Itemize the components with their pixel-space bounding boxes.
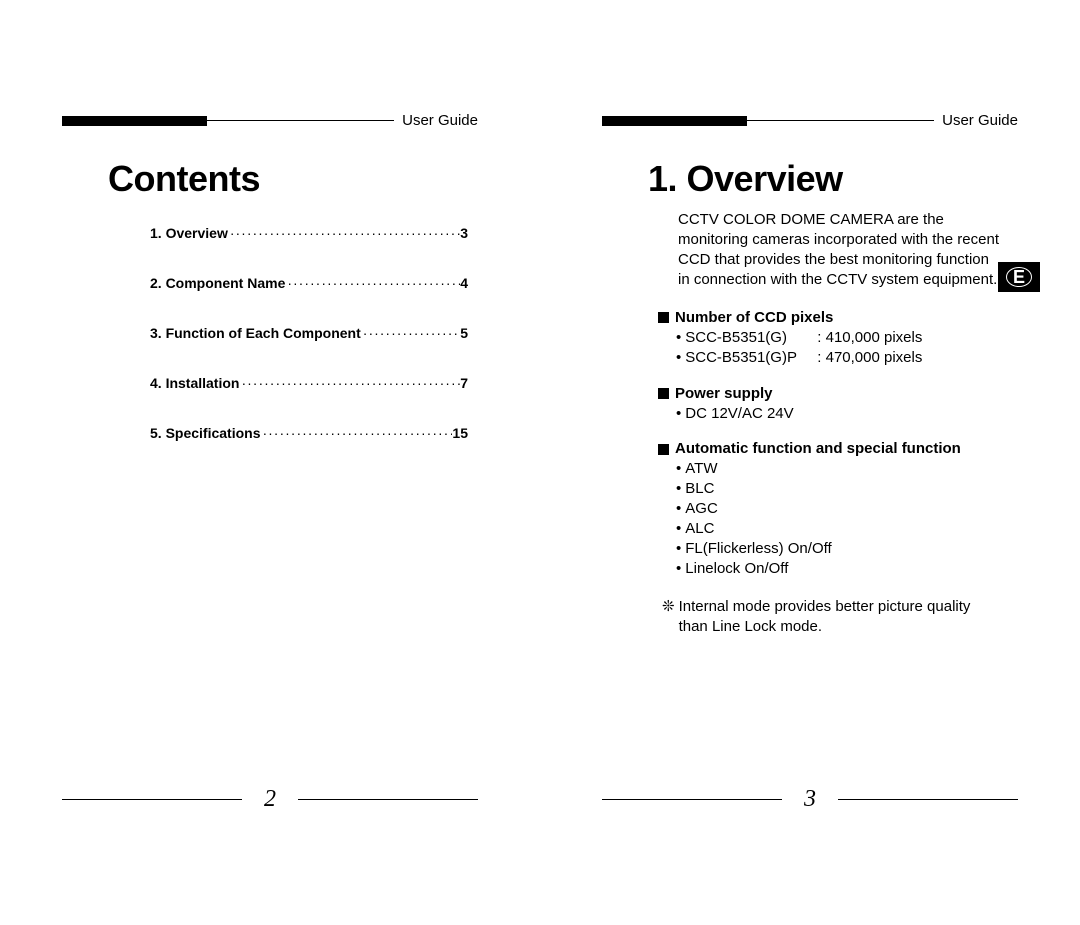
- spec-heading-text: Power supply: [675, 384, 773, 404]
- spec-item-label: SCC-B5351(G): [685, 328, 813, 348]
- note: ❊ Internal mode provides better picture …: [662, 597, 1002, 637]
- spec-section: Power supply • DC 12V/AC 24V: [658, 384, 1002, 424]
- square-bullet-icon: [658, 388, 669, 399]
- bullet-icon: •: [676, 499, 681, 519]
- intro-paragraph: CCTV COLOR DOME CAMERA are the monitorin…: [678, 210, 1002, 290]
- toc-dots: [260, 425, 452, 441]
- bullet-icon: •: [676, 459, 681, 479]
- footer-line: [62, 799, 242, 800]
- overview-body: CCTV COLOR DOME CAMERA are the monitorin…: [658, 210, 1002, 637]
- header-label: User Guide: [942, 112, 1018, 129]
- bullet-icon: •: [676, 479, 681, 499]
- spec-item: • DC 12V/AC 24V: [676, 404, 1002, 424]
- spec-heading: Automatic function and special function: [658, 439, 1002, 459]
- spec-item: • SCC-B5351(G) : 410,000 pixels: [676, 328, 1002, 348]
- spec-item-label: DC 12V/AC 24V: [685, 404, 793, 424]
- square-bullet-icon: [658, 444, 669, 455]
- header-divider-line: [207, 120, 394, 121]
- header-accent-bar: [62, 116, 207, 126]
- spec-heading: Number of CCD pixels: [658, 308, 1002, 328]
- page-title-right: 1. Overview: [648, 158, 843, 200]
- spec-section: Automatic function and special function …: [658, 439, 1002, 579]
- toc-dots: [361, 325, 460, 341]
- header-bar-right: User Guide: [602, 112, 1018, 129]
- toc-row: 4. Installation 7: [150, 375, 468, 391]
- spec-item: •AGC: [676, 499, 1002, 519]
- footer-line: [838, 799, 1018, 800]
- toc-label: 5. Specifications: [150, 425, 260, 441]
- bullet-icon: •: [676, 328, 681, 348]
- page-number-right: 3: [782, 786, 838, 813]
- square-bullet-icon: [658, 312, 669, 323]
- toc-row: 3. Function of Each Component 5: [150, 325, 468, 341]
- page-number-left: 2: [242, 786, 298, 813]
- spec-item: • SCC-B5351(G)P : 470,000 pixels: [676, 348, 1002, 368]
- toc-label: 3. Function of Each Component: [150, 325, 361, 341]
- page-title-left: Contents: [108, 158, 260, 200]
- spec-item-label: AGC: [685, 499, 718, 519]
- spec-item: •ATW: [676, 459, 1002, 479]
- spec-item: •FL(Flickerless) On/Off: [676, 539, 1002, 559]
- toc-page: 7: [460, 375, 468, 391]
- language-badge: E: [998, 262, 1040, 292]
- note-body: Internal mode provides better picture qu…: [679, 597, 1002, 637]
- toc-label: 2. Component Name: [150, 275, 285, 291]
- bullet-icon: •: [676, 348, 681, 368]
- language-badge-text: E: [1006, 267, 1032, 287]
- spec-item-value: : 470,000 pixels: [817, 348, 922, 368]
- spec-item-label: ALC: [685, 519, 714, 539]
- bullet-icon: •: [676, 519, 681, 539]
- spec-item-label: BLC: [685, 479, 714, 499]
- spec-item-value: : 410,000 pixels: [817, 328, 922, 348]
- spec-item: •Linelock On/Off: [676, 559, 1002, 579]
- bullet-icon: •: [676, 404, 681, 424]
- spec-item-label: Linelock On/Off: [685, 559, 788, 579]
- header-bar-left: User Guide: [62, 112, 478, 129]
- toc-row: 5. Specifications 15: [150, 425, 468, 441]
- spec-item: •ALC: [676, 519, 1002, 539]
- spec-heading-text: Number of CCD pixels: [675, 308, 833, 328]
- toc-label: 4. Installation: [150, 375, 239, 391]
- toc-page: 3: [460, 225, 468, 241]
- right-page: User Guide 1. Overview E CCTV COLOR DOME…: [540, 0, 1080, 925]
- toc-page: 4: [460, 275, 468, 291]
- spec-item-label: SCC-B5351(G)P: [685, 348, 813, 368]
- footer-right: 3: [602, 786, 1018, 813]
- toc-page: 15: [452, 425, 468, 441]
- footer-left: 2: [62, 786, 478, 813]
- header-label: User Guide: [402, 112, 478, 129]
- page-spread: User Guide Contents 1. Overview 3 2. Com…: [0, 0, 1080, 925]
- toc-dots: [285, 275, 460, 291]
- spec-heading-text: Automatic function and special function: [675, 439, 961, 459]
- toc-container: 1. Overview 3 2. Component Name 4 3. Fun…: [150, 225, 468, 475]
- spec-section: Number of CCD pixels • SCC-B5351(G) : 41…: [658, 308, 1002, 368]
- toc-label: 1. Overview: [150, 225, 228, 241]
- header-divider-line: [747, 120, 934, 121]
- spec-list: •ATW •BLC •AGC •ALC •FL(Flickerless) On/…: [676, 459, 1002, 579]
- toc-dots: [239, 375, 460, 391]
- spec-list: • SCC-B5351(G) : 410,000 pixels • SCC-B5…: [676, 328, 1002, 368]
- spec-list: • DC 12V/AC 24V: [676, 404, 1002, 424]
- note-symbol-icon: ❊: [662, 597, 675, 637]
- left-page: User Guide Contents 1. Overview 3 2. Com…: [0, 0, 540, 925]
- header-accent-bar: [602, 116, 747, 126]
- bullet-icon: •: [676, 539, 681, 559]
- bullet-icon: •: [676, 559, 681, 579]
- toc-row: 2. Component Name 4: [150, 275, 468, 291]
- spec-item-label: ATW: [685, 459, 717, 479]
- toc-row: 1. Overview 3: [150, 225, 468, 241]
- toc-dots: [228, 225, 460, 241]
- spec-item: •BLC: [676, 479, 1002, 499]
- toc-page: 5: [460, 325, 468, 341]
- spec-item-label: FL(Flickerless) On/Off: [685, 539, 831, 559]
- spec-heading: Power supply: [658, 384, 1002, 404]
- footer-line: [602, 799, 782, 800]
- footer-line: [298, 799, 478, 800]
